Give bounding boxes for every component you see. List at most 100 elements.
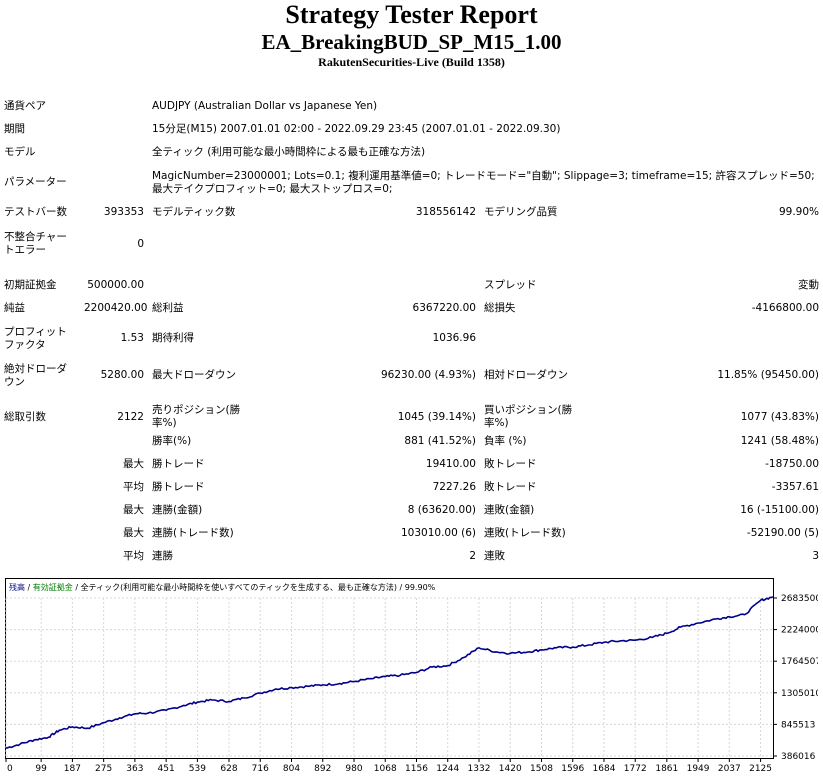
- x-tick-label: 1508: [530, 764, 553, 774]
- max-label-1: 最大: [123, 458, 144, 470]
- y-tick-label: 386016: [781, 752, 816, 762]
- long-value: 1077 (43.83%): [740, 410, 820, 423]
- winrate-value: 881 (41.52%): [404, 435, 476, 447]
- x-tick-label: 980: [345, 764, 362, 774]
- cons-profit-label: 連勝(トレード数): [152, 527, 234, 539]
- expected-label: 期待利得: [152, 332, 194, 344]
- largest-win-value: 19410.00: [425, 458, 476, 470]
- avg-cons-wins-value: 2: [469, 550, 476, 562]
- avg-cons-wins-label: 連勝: [152, 550, 173, 562]
- balance-chart-svg: 残高 / 有効証拠金 / 全ティック(利用可能な最小時間枠を使いすべてのティック…: [5, 578, 818, 774]
- deposit-label: 初期証拠金: [4, 279, 57, 291]
- model-label: モデル: [4, 146, 36, 158]
- short-value: 1045 (39.14%): [397, 410, 476, 423]
- row-drawdown: 絶対ドローダウン 5280.00 最大ドローダウン 96230.00 (4.93…: [0, 357, 823, 394]
- abs-dd-value: 5280.00: [100, 369, 144, 381]
- x-tick-label: 0: [7, 764, 13, 774]
- abs-dd-label: 絶対ドローダウン: [4, 362, 67, 388]
- expected-value: 1036.96: [432, 332, 476, 344]
- deposit-value: 500000.00: [87, 279, 144, 291]
- ticks-label: モデルティック数: [152, 206, 236, 218]
- y-tick-label: 2683500: [781, 594, 818, 604]
- row-winrate: 勝率(%) 881 (41.52%) 負率 (%) 1241 (58.48%): [0, 430, 823, 453]
- plot-frame: [5, 578, 774, 759]
- bars-value: 393353: [103, 206, 144, 218]
- spread-value: 変動: [798, 279, 820, 291]
- largest-loss-label: 敗トレード: [484, 458, 537, 470]
- legend-equity: 有効証拠金: [33, 582, 73, 592]
- x-tick-label: 804: [283, 764, 300, 774]
- x-tick-label: 1068: [374, 764, 397, 774]
- ticks-value: 318556142: [415, 206, 476, 218]
- chart-legend: 残高 / 有効証拠金 / 全ティック(利用可能な最小時間枠を使いすべてのティック…: [9, 582, 436, 592]
- largest-win-label: 勝トレード: [152, 458, 205, 470]
- row-cons-count: 最大 連勝(トレード数) 103010.00 (6) 連敗(トレード数) -52…: [0, 522, 823, 545]
- x-tick-label: 1332: [468, 764, 491, 774]
- bars-label: テストバー数: [4, 206, 67, 218]
- y-tick-label: 1305010: [781, 689, 818, 699]
- avg-loss-value: -3357.61: [771, 481, 820, 493]
- series-group: [5, 596, 774, 749]
- x-tick-label: 1861: [655, 764, 678, 774]
- lossrate-label: 負率 (%): [484, 435, 527, 447]
- rel-dd-label: 相対ドローダウン: [484, 369, 568, 381]
- cons-wins-money-label: 連勝(金額): [152, 504, 203, 516]
- row-mismatch: 不整合チャートエラー 0: [0, 224, 823, 264]
- gross-profit-value: 6367220.00: [412, 302, 476, 314]
- short-label: 売りポジション(勝率%): [152, 404, 241, 429]
- x-tick-label: 275: [95, 764, 112, 774]
- pf-value: 1.53: [120, 332, 144, 344]
- avg-label-1: 平均: [123, 481, 144, 493]
- long-label: 買いポジション(勝率%): [484, 404, 573, 429]
- trades-value: 2122: [117, 410, 144, 423]
- max-label-3: 最大: [123, 527, 144, 539]
- svg-text:残高 / 有効証拠金 / 全ティック(利用可能な最小時間枠を: 残高 / 有効証拠金 / 全ティック(利用可能な最小時間枠を使いすべてのティック…: [9, 582, 436, 592]
- symbol-label: 通貨ペア: [4, 100, 46, 112]
- row-trades: 総取引数 2122 売りポジション(勝率%) 1045 (39.14%) 買いポ…: [0, 404, 823, 430]
- max-dd-value: 96230.00 (4.93%): [381, 369, 476, 381]
- row-deposit: 初期証拠金 500000.00 スプレッド 変動: [0, 274, 823, 297]
- trades-label: 総取引数: [4, 410, 46, 423]
- avg-cons-losses-value: 3: [812, 550, 820, 562]
- legend-sep-3: /: [397, 583, 405, 592]
- x-tick-label: 187: [64, 764, 81, 774]
- report-title: Strategy Tester Report: [285, 0, 538, 29]
- avg-win-label: 勝トレード: [152, 481, 205, 493]
- rel-dd-value: 11.85% (95450.00): [717, 369, 820, 381]
- avg-loss-label: 敗トレード: [484, 481, 537, 493]
- cons-losses-money-label: 連敗(金額): [484, 504, 535, 516]
- lossrate-value: 1241 (58.48%): [740, 435, 820, 447]
- row-net: 純益 2200420.00 総利益 6367220.00 総損失 -416680…: [0, 297, 823, 320]
- mismatch-value: 0: [137, 237, 144, 250]
- cons-losses-money-value: 16 (-15100.00): [740, 504, 820, 516]
- x-tick-label: 1420: [499, 764, 522, 774]
- legend-model: 全ティック(利用可能な最小時間枠を使いすべてのティックを生成する、最も正確な方法…: [81, 582, 397, 592]
- y-tick-label: 2224000: [781, 626, 818, 636]
- broker-build: RakutenSecurities-Live (Build 1358): [318, 55, 505, 69]
- quality-label: モデリング品質: [484, 206, 558, 218]
- period-value: 15分足(M15) 2007.01.01 02:00 - 2022.09.29 …: [152, 123, 561, 135]
- max-label-2: 最大: [123, 504, 144, 516]
- balance-line: [5, 596, 774, 749]
- y-tick-label: 1764507: [781, 657, 818, 667]
- symbol-value: AUDJPY (Australian Dollar vs Japanese Ye…: [152, 100, 378, 112]
- cons-loss-label: 連敗(トレード数): [484, 527, 566, 539]
- cons-profit-value: 103010.00 (6): [401, 527, 476, 539]
- max-dd-label: 最大ドローダウン: [152, 369, 236, 381]
- largest-loss-value: -18750.00: [765, 458, 820, 470]
- x-tick-label: 716: [252, 764, 269, 774]
- x-tick-label: 1596: [561, 764, 584, 774]
- x-tick-label: 1244: [436, 764, 459, 774]
- legend-sep-1: /: [25, 583, 33, 592]
- row-largest: 最大 勝トレード 19410.00 敗トレード -18750.00: [0, 453, 823, 476]
- row-pf: プロフィットファクタ 1.53 期待利得 1036.96: [0, 320, 823, 357]
- net-label: 純益: [4, 302, 25, 314]
- row-average: 平均 勝トレード 7227.26 敗トレード -3357.61: [0, 476, 823, 499]
- avg-cons-losses-label: 連敗: [484, 550, 505, 562]
- quality-value: 99.90%: [778, 206, 820, 218]
- row-symbol: 通貨ペア AUDJPY (Australian Dollar vs Japane…: [0, 95, 823, 118]
- x-tick-label: 539: [189, 764, 206, 774]
- params-label: パラメーター: [4, 176, 67, 188]
- row-bars: テストバー数 393353 モデルティック数 318556142 モデリング品質…: [0, 201, 823, 224]
- row-avg-cons: 平均 連勝 2 連敗 3: [0, 545, 823, 568]
